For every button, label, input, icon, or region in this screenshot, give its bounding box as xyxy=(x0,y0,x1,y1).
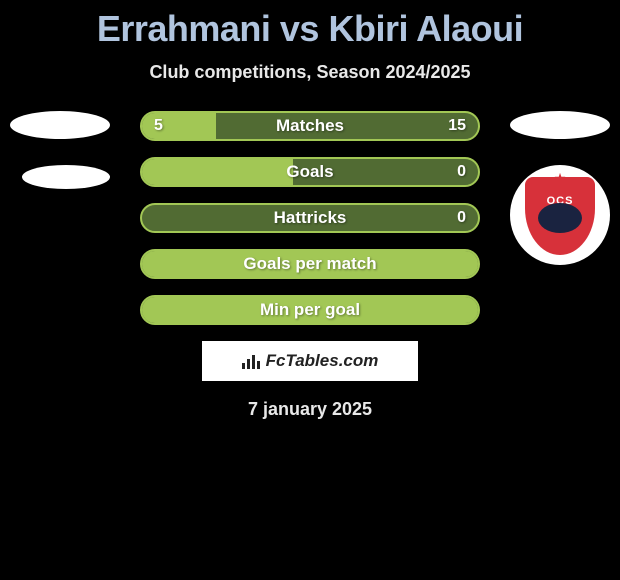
crest-ball-icon xyxy=(538,203,582,233)
comparison-chart: ★ OCS 515Matches 0Goals 0Hattricks Goals pe… xyxy=(0,111,620,325)
right-club-crest: ★ OCS xyxy=(510,165,610,265)
bar-label: Goals per match xyxy=(142,251,478,277)
footer-text: FcTables.com xyxy=(266,351,379,371)
bar-row: Min per goal xyxy=(140,295,480,325)
bar-row: 0Hattricks xyxy=(140,203,480,233)
right-logo-1 xyxy=(510,111,610,139)
footer-attribution: FcTables.com xyxy=(202,341,418,381)
page-title: Errahmani vs Kbiri Alaoui xyxy=(0,0,620,50)
bar-row: 515Matches xyxy=(140,111,480,141)
bars-icon xyxy=(242,353,262,369)
left-player-logos xyxy=(10,111,110,215)
bar-label: Goals xyxy=(142,159,478,185)
left-logo-1 xyxy=(10,111,110,139)
subtitle: Club competitions, Season 2024/2025 xyxy=(0,62,620,83)
bar-row: Goals per match xyxy=(140,249,480,279)
left-logo-2 xyxy=(22,165,110,189)
bar-label: Matches xyxy=(142,113,478,139)
right-player-logos: ★ OCS xyxy=(510,111,610,265)
date-text: 7 january 2025 xyxy=(0,399,620,420)
bar-label: Hattricks xyxy=(142,205,478,231)
bar-row: 0Goals xyxy=(140,157,480,187)
bars-container: 515Matches 0Goals 0Hattricks Goals per matc… xyxy=(140,111,480,325)
bar-label: Min per goal xyxy=(142,297,478,323)
